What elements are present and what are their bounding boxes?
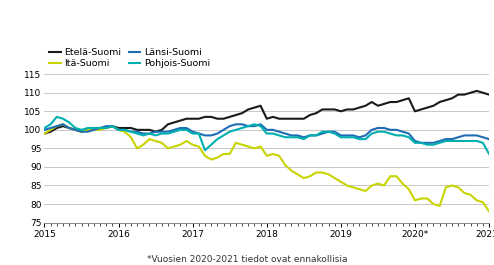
Länsi-Suomi [437, 139, 443, 143]
Länsi-Suomi [418, 141, 424, 144]
Itä-Suomi [41, 132, 47, 135]
Itä-Suomi [196, 145, 202, 148]
Text: *Vuosien 2020-2021 tiedot ovat ennakollisia: *Vuosien 2020-2021 tiedot ovat ennakolli… [147, 255, 347, 264]
Etelä-Suomi [486, 93, 492, 96]
Itä-Suomi [486, 210, 492, 213]
Etelä-Suomi [412, 110, 418, 113]
Line: Länsi-Suomi: Länsi-Suomi [44, 124, 489, 143]
Line: Pohjois-Suomi: Pohjois-Suomi [44, 117, 489, 154]
Itä-Suomi [449, 184, 455, 187]
Pohjois-Suomi [486, 152, 492, 156]
Etelä-Suomi [190, 117, 196, 120]
Itä-Suomi [430, 202, 436, 206]
Etelä-Suomi [443, 99, 449, 102]
Pohjois-Suomi [270, 132, 276, 135]
Pohjois-Suomi [54, 115, 60, 118]
Länsi-Suomi [41, 128, 47, 131]
Länsi-Suomi [486, 138, 492, 141]
Länsi-Suomi [424, 141, 430, 144]
Pohjois-Suomi [41, 126, 47, 130]
Etelä-Suomi [474, 89, 480, 92]
Länsi-Suomi [60, 123, 66, 126]
Pohjois-Suomi [196, 132, 202, 135]
Etelä-Suomi [140, 128, 146, 131]
Itä-Suomi [270, 152, 276, 156]
Itä-Suomi [146, 138, 152, 141]
Pohjois-Suomi [418, 141, 424, 144]
Pohjois-Suomi [146, 132, 152, 135]
Länsi-Suomi [196, 132, 202, 135]
Länsi-Suomi [270, 128, 276, 131]
Pohjois-Suomi [430, 143, 436, 146]
Etelä-Suomi [41, 132, 47, 135]
Legend: Etelä-Suomi, Itä-Suomi, Länsi-Suomi, Pohjois-Suomi: Etelä-Suomi, Itä-Suomi, Länsi-Suomi, Poh… [49, 48, 210, 68]
Line: Etelä-Suomi: Etelä-Suomi [44, 91, 489, 134]
Etelä-Suomi [424, 106, 430, 109]
Itä-Suomi [418, 197, 424, 200]
Line: Itä-Suomi: Itä-Suomi [44, 124, 489, 211]
Itä-Suomi [60, 123, 66, 126]
Länsi-Suomi [146, 132, 152, 135]
Länsi-Suomi [455, 136, 461, 139]
Pohjois-Suomi [449, 139, 455, 143]
Etelä-Suomi [264, 117, 270, 120]
